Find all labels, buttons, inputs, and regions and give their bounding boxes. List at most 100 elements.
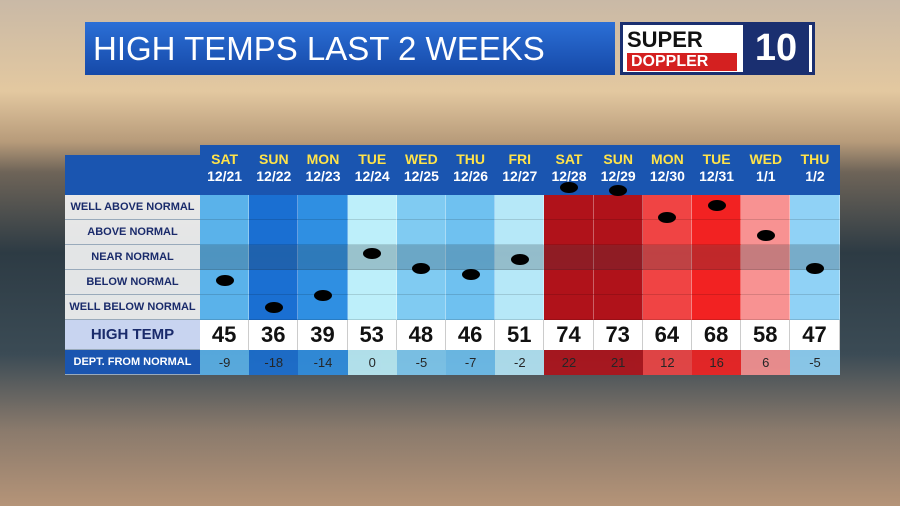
high-temp: 46: [446, 320, 496, 350]
cell: [200, 220, 250, 245]
cell: [446, 270, 496, 295]
departure-dot: [412, 263, 431, 274]
departure-dot: [363, 248, 382, 259]
row-label: BELOW NORMAL: [65, 270, 200, 295]
day-header: THU 12/26: [446, 145, 496, 195]
row-label: WELL ABOVE NORMAL: [65, 195, 200, 220]
cell: [593, 295, 643, 320]
high-temp: 64: [642, 320, 692, 350]
cell: [446, 195, 496, 220]
cell: [544, 245, 594, 270]
day-date: 12/26: [453, 168, 489, 184]
cell: [249, 220, 299, 245]
departure: -2: [495, 350, 545, 375]
cell: [396, 220, 446, 245]
cell: [593, 195, 643, 220]
day-date: 12/28: [551, 168, 587, 184]
day-date: 12/30: [649, 168, 685, 184]
high-label: HIGH TEMP: [65, 320, 200, 350]
departure-dot: [560, 182, 578, 193]
dept-label: DEPT. FROM NORMAL: [65, 350, 200, 375]
day-date: 12/24: [354, 168, 390, 184]
cell: [741, 195, 791, 220]
title: HIGH TEMPS LAST 2 WEEKS: [85, 22, 615, 75]
cell: [446, 295, 496, 320]
departure: 16: [692, 350, 742, 375]
cell: [446, 220, 496, 245]
departure: 21: [593, 350, 643, 375]
cell: [741, 245, 791, 270]
logo-number: 10: [743, 25, 809, 72]
day-header: FRI 12/27: [495, 145, 545, 195]
day-header: SUN 12/22: [249, 145, 299, 195]
high-temp: 45: [200, 320, 250, 350]
row-label: ABOVE NORMAL: [65, 220, 200, 245]
day-name: THU: [456, 151, 485, 167]
cell: [396, 270, 446, 295]
cell: [495, 195, 545, 220]
high-temp: 73: [593, 320, 643, 350]
day-name: THU: [800, 151, 830, 167]
departure-dot: [707, 200, 726, 211]
day-date: 12/29: [600, 168, 636, 184]
row-label: WELL BELOW NORMAL: [65, 295, 200, 320]
header-left: [65, 155, 200, 195]
cell: [741, 295, 791, 320]
departure: -18: [249, 350, 299, 375]
cell: [790, 195, 840, 220]
cell: [396, 195, 446, 220]
cell: [200, 295, 250, 320]
high-temp: 47: [790, 320, 840, 350]
cell: [495, 220, 545, 245]
departure: 0: [347, 350, 397, 375]
logo: SUPER DOPPLER 10: [620, 22, 815, 75]
departure-dot: [658, 212, 677, 223]
high-temp: 36: [249, 320, 299, 350]
day-header: WED 12/25: [396, 145, 446, 195]
day-header: TUE 12/24: [347, 145, 397, 195]
day-header: THU 1/2: [790, 145, 840, 195]
cell: [593, 220, 643, 245]
departure-dot: [756, 230, 775, 241]
cell: [249, 270, 299, 295]
cell: [347, 195, 397, 220]
departure: 22: [544, 350, 594, 375]
high-temp: 58: [741, 320, 791, 350]
day-header: SAT 12/21: [200, 145, 250, 195]
day-date: 1/2: [805, 168, 825, 184]
cell: [249, 295, 299, 320]
cell: [642, 245, 692, 270]
day-date: 12/27: [502, 168, 538, 184]
day-date: 12/25: [403, 168, 439, 184]
cell: [741, 270, 791, 295]
day-name: SAT: [211, 151, 239, 167]
departure-dot: [264, 302, 283, 313]
day-date: 12/21: [207, 168, 243, 184]
day-date: 12/31: [699, 168, 735, 184]
cell: [347, 220, 397, 245]
high-temp: 48: [396, 320, 446, 350]
day-name: WED: [749, 151, 783, 167]
day-name: FRI: [508, 151, 532, 167]
departure: 12: [642, 350, 692, 375]
logo-doppler: DOPPLER: [627, 53, 737, 71]
day-header: WED 1/1: [741, 145, 791, 195]
day-date: 1/1: [756, 168, 776, 184]
cell: [790, 220, 840, 245]
cell: [544, 220, 594, 245]
departure-dot: [806, 263, 824, 274]
day-name: TUE: [358, 151, 387, 167]
cell: [200, 245, 250, 270]
high-temp: 39: [298, 320, 348, 350]
cell: [692, 220, 742, 245]
day-name: SAT: [555, 151, 583, 167]
cell: [200, 195, 250, 220]
departure-dot: [609, 185, 628, 196]
day-name: SUN: [603, 151, 633, 167]
day-date: 12/22: [256, 168, 292, 184]
departure-dot: [461, 269, 480, 280]
cell: [692, 245, 742, 270]
departure: -9: [200, 350, 250, 375]
